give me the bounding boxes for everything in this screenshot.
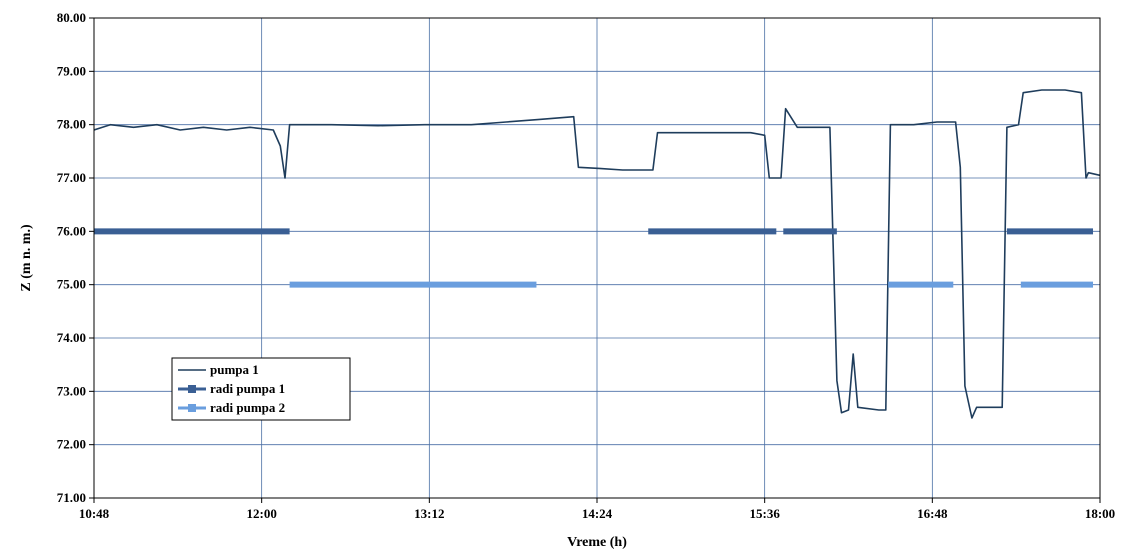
x-axis: 10:48 12:00 13:12 14:24 15:36 16:48 18:00 — [79, 498, 1115, 521]
y-tick-label: 78.00 — [57, 117, 86, 132]
y-tick-label: 71.00 — [57, 490, 86, 505]
y-axis-title: Z (m n. m.) — [19, 224, 34, 292]
x-tick-label: 10:48 — [79, 506, 110, 521]
legend-marker — [188, 385, 196, 393]
x-tick-label: 14:24 — [582, 506, 613, 521]
series-layer — [94, 89, 1100, 419]
y-tick-label: 77.00 — [57, 170, 86, 185]
legend: pumpa 1 radi pumpa 1 radi pumpa 2 — [171, 357, 351, 421]
y-axis: 71.00 72.00 73.00 74.00 75.00 76.00 77.00 78.00… — [57, 10, 94, 505]
x-tick-label: 12:00 — [246, 506, 276, 521]
x-tick-label: 18:00 — [1085, 506, 1115, 521]
legend-label: pumpa 1 — [210, 362, 259, 377]
y-tick-label: 76.00 — [57, 223, 86, 238]
series-line-pumpa-1 — [94, 89, 1100, 419]
legend-label: radi pumpa 2 — [210, 400, 285, 415]
y-tick-label: 79.00 — [57, 63, 86, 78]
y-tick-label: 72.00 — [57, 437, 86, 452]
y-tick-label: 73.00 — [57, 383, 86, 398]
x-tick-label: 15:36 — [749, 506, 780, 521]
legend-marker — [188, 404, 196, 412]
x-axis-title: Vreme (h) — [567, 535, 627, 550]
legend-label: radi pumpa 1 — [210, 381, 285, 396]
x-tick-label: 16:48 — [917, 506, 948, 521]
x-tick-label: 13:12 — [414, 506, 444, 521]
y-tick-label: 80.00 — [57, 10, 86, 25]
y-tick-label: 75.00 — [57, 277, 86, 292]
y-tick-label: 74.00 — [57, 330, 86, 345]
